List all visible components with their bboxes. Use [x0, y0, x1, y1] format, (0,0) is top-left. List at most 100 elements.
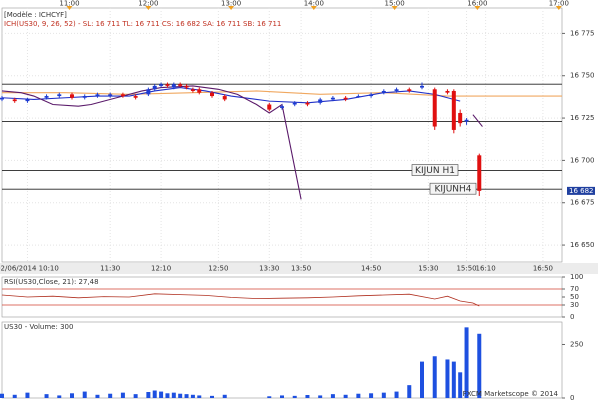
y-tick-label: 0 [570, 394, 574, 400]
candle-body [44, 96, 49, 98]
top-time-marker [391, 6, 398, 10]
volume-bar [57, 395, 62, 398]
candle-body [356, 96, 361, 98]
panel [1, 7, 563, 263]
top-time-marker [310, 6, 317, 10]
candle-body [445, 90, 450, 93]
candle-body [171, 84, 176, 88]
candle-body [369, 94, 374, 97]
candle-body [120, 94, 125, 97]
y-tick-label: 16 775 [570, 29, 595, 37]
volume-bar [25, 392, 30, 398]
volume-bar [305, 395, 310, 398]
top-time-marker [145, 6, 152, 10]
x-tick-label: 12:10 [151, 265, 171, 273]
y-tick-label: 16 700 [570, 156, 595, 164]
volume-bar [330, 394, 335, 398]
candle-body [108, 94, 113, 97]
volume-bar [343, 394, 348, 398]
candle-body [178, 84, 183, 86]
candle-body [330, 97, 335, 100]
candle-body [70, 94, 74, 98]
y-tick-label: 30 [570, 301, 579, 309]
candle-body [133, 96, 138, 98]
candle-body [184, 85, 189, 88]
y-tick-label: 0 [570, 313, 574, 321]
volume-bar [318, 395, 323, 398]
level-label: KIJUN H1 [415, 166, 455, 176]
footer: FXCM Marketscope © 2014 [463, 390, 559, 398]
top-time-label: 14:00 [304, 0, 324, 8]
x-tick-label: 13:30 [259, 265, 279, 273]
volume-bar [184, 394, 189, 398]
volume-bar [267, 396, 272, 398]
series-line [1, 293, 480, 307]
candle-body [394, 89, 399, 91]
volume-bar [152, 390, 157, 398]
level-label: KIJUNH4 [434, 185, 471, 195]
x-tick-label: 15:50 [456, 265, 476, 273]
candle-body [12, 99, 17, 102]
candle-body [25, 99, 30, 102]
volume-bar [70, 393, 74, 398]
top-time-label: 13:00 [221, 0, 241, 8]
volume-bar [407, 385, 412, 398]
candle-body [82, 96, 87, 98]
candle-body [190, 89, 195, 91]
volume-bar [82, 391, 87, 398]
series-line [1, 85, 483, 200]
x-tick-label: 11:30 [100, 265, 120, 273]
volume-bar [178, 393, 183, 398]
top-time-marker [228, 6, 235, 10]
level-label-box [411, 164, 459, 176]
candle-body [432, 89, 437, 127]
volume-bar [222, 394, 227, 398]
volume-bar [432, 356, 437, 398]
candle-body [381, 90, 386, 93]
candle-body [292, 102, 297, 105]
candle-body [464, 119, 469, 122]
volume-bar [292, 395, 297, 398]
volume-bar [369, 393, 374, 398]
candle-body [222, 96, 227, 100]
top-time-label: 15:00 [385, 0, 405, 8]
volume-bar [108, 393, 113, 398]
volume-bar [133, 394, 138, 398]
candle-body [407, 89, 412, 91]
candle-body [95, 94, 100, 97]
candle-body [343, 97, 348, 100]
x-tick-label: 12:50 [208, 265, 228, 273]
volume-bar [171, 392, 176, 398]
candle-body [458, 112, 463, 124]
candle-body [477, 155, 482, 191]
volume-bar [420, 361, 424, 398]
candle-body [451, 90, 456, 130]
volume-bar [356, 393, 361, 398]
volume-bar [165, 393, 170, 398]
x-tick-label: 15:30 [418, 265, 438, 273]
volume-bar [12, 394, 17, 398]
candle-body [197, 89, 202, 93]
top-time-marker [474, 6, 481, 10]
volume-bar [451, 361, 456, 398]
top-time-label: 12:00 [138, 0, 158, 8]
volume-bar [394, 391, 399, 398]
volume-bar [445, 359, 450, 398]
candle-body [57, 94, 62, 97]
candle-body [420, 85, 424, 88]
volume-bar [210, 395, 214, 398]
x-tick-label: 16:50 [533, 265, 553, 273]
volume-bar [458, 372, 463, 398]
y-tick-label: 100 [570, 273, 583, 281]
y-tick-label: 50 [570, 293, 579, 301]
candle-body [159, 84, 164, 86]
candle-body [210, 92, 214, 97]
candle-body [152, 85, 157, 90]
volume-bar [146, 392, 151, 398]
volume-bar [464, 327, 469, 398]
volume-bar [381, 392, 386, 398]
candle-body [305, 102, 310, 105]
candle-body [280, 106, 284, 108]
panel [1, 321, 563, 399]
